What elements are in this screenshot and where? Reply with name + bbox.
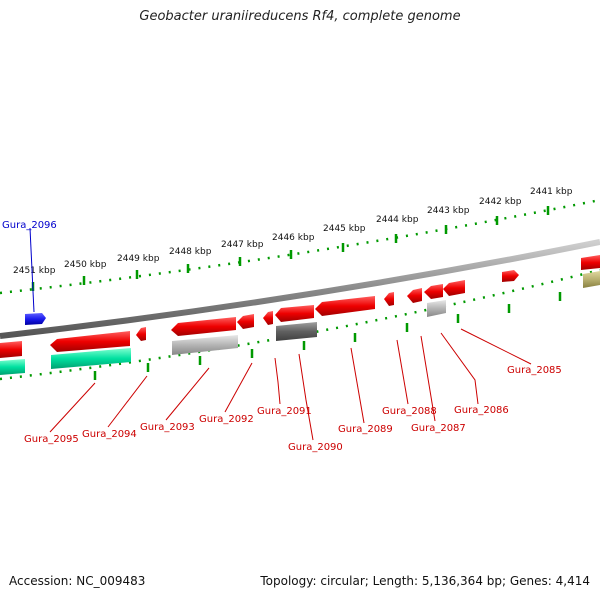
gene-label-gura-2089[interactable]: Gura_2089: [338, 424, 393, 435]
tick-label: 2449 kbp: [117, 254, 160, 264]
gene-label-group: Gura_2096 Gura_2095 Gura_2094 Gura_2093 …: [2, 220, 562, 453]
leader-line-gura-2087: [420, 335, 436, 422]
cds-feature[interactable]: [583, 271, 600, 288]
gene-feature-gura-2089[interactable]: [315, 296, 375, 316]
tick-label: 2443 kbp: [427, 206, 470, 216]
leader-line-gura-2093: [165, 367, 210, 421]
gene-label-gura-2086[interactable]: Gura_2086: [454, 405, 509, 416]
tick-label: 2445 kbp: [323, 224, 366, 234]
map-title: Geobacter uraniireducens Rf4, complete g…: [139, 9, 461, 24]
major-ticks: [31, 206, 562, 380]
cds-feature[interactable]: [0, 359, 25, 375]
leader-line-gura-2095: [49, 382, 96, 433]
gene-feature-gura-2095[interactable]: [50, 331, 130, 352]
leader-line-gura-2091: [274, 357, 281, 405]
tick-label: 2451 kbp: [13, 266, 56, 276]
tick-label: 2447 kbp: [221, 240, 264, 250]
gene-feature-gura-2087[interactable]: [407, 288, 422, 303]
cds-feature[interactable]: [51, 348, 131, 369]
gene-feature[interactable]: [502, 270, 519, 282]
leader-line-gura-2094: [107, 375, 148, 428]
leader-line-gura-2089: [350, 347, 365, 424]
gene-label-gura-2088[interactable]: Gura_2088: [382, 406, 437, 417]
leader-line-gura-2088: [396, 339, 409, 405]
tick-label: 2441 kbp: [530, 187, 573, 197]
gene-feature-gura-2096[interactable]: [25, 313, 46, 325]
gene-label-leaders: [29, 227, 532, 441]
leader-line-gura-2092: [224, 362, 253, 413]
cds-feature[interactable]: [172, 335, 238, 355]
gene-feature-gura-2094[interactable]: [136, 327, 146, 341]
upper-gene-track: [25, 255, 600, 325]
accession-text: Accession: NC_009483: [9, 574, 146, 588]
gene-label-gura-2095[interactable]: Gura_2095: [24, 434, 79, 445]
gene-feature-gura-2088[interactable]: [384, 292, 394, 306]
leader-line-gura-2090: [298, 353, 314, 441]
gene-label-gura-2093[interactable]: Gura_2093: [140, 422, 195, 433]
gene-label-gura-2096[interactable]: Gura_2096: [2, 220, 57, 231]
lower-gene-track: [0, 280, 465, 375]
gene-label-gura-2085[interactable]: Gura_2085: [507, 365, 562, 376]
gene-feature[interactable]: [581, 255, 600, 270]
gene-feature-gura-2090[interactable]: [275, 305, 314, 322]
gene-label-gura-2091[interactable]: Gura_2091: [257, 406, 312, 417]
gene-feature-gura-2091[interactable]: [263, 311, 273, 325]
gene-label-gura-2092[interactable]: Gura_2092: [199, 414, 254, 425]
cds-feature[interactable]: [276, 322, 317, 341]
tick-label: 2444 kbp: [376, 215, 419, 225]
gene-feature[interactable]: [0, 341, 22, 358]
gene-feature-gura-2093[interactable]: [171, 317, 236, 336]
tick-label: 2450 kbp: [64, 260, 107, 270]
gene-feature-gura-2085[interactable]: [443, 280, 465, 296]
leader-line-gura-2085: [460, 328, 532, 365]
tick-label: 2448 kbp: [169, 247, 212, 257]
gene-feature-gura-2092[interactable]: [237, 314, 254, 329]
tick-label: 2442 kbp: [479, 197, 522, 207]
leader-line-gura-2096: [29, 227, 35, 313]
leader-line-gura-2086: [440, 332, 479, 405]
cds-feature[interactable]: [427, 300, 446, 317]
gene-label-gura-2087[interactable]: Gura_2087: [411, 423, 466, 434]
gene-feature-gura-2086[interactable]: [424, 284, 443, 299]
gene-label-gura-2094[interactable]: Gura_2094: [82, 429, 137, 440]
outer-scale-track: [0, 198, 600, 295]
tick-label: 2446 kbp: [272, 233, 315, 243]
genome-summary-text: Topology: circular; Length: 5,136,364 bp…: [260, 574, 590, 588]
genome-backbone: [0, 239, 600, 339]
tick-label-group: 2451 kbp 2450 kbp 2449 kbp 2448 kbp 2447…: [13, 187, 573, 276]
gene-label-gura-2090[interactable]: Gura_2090: [288, 442, 343, 453]
